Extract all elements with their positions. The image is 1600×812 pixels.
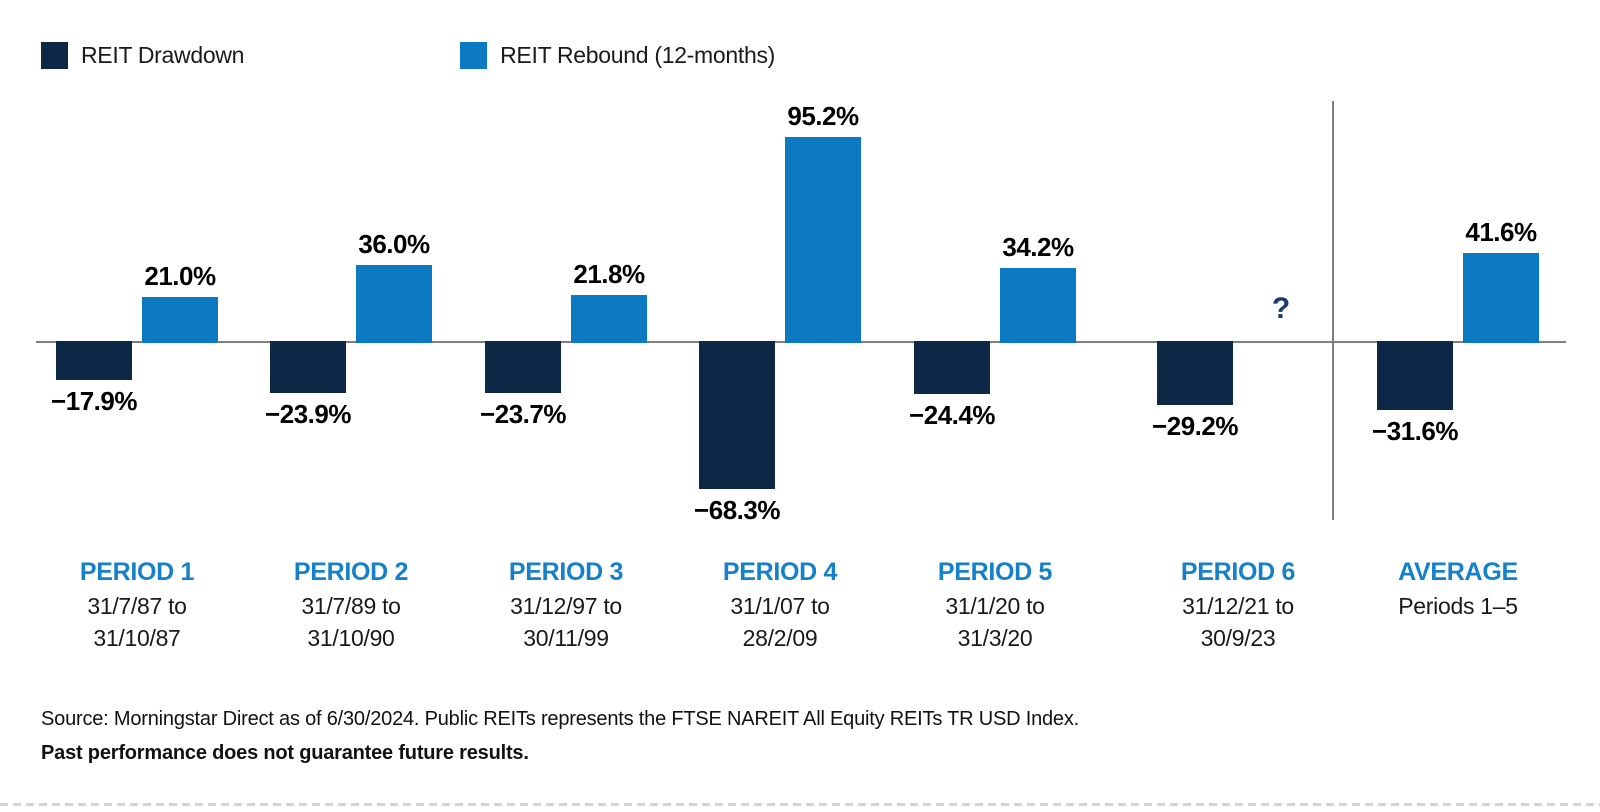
rebound-bar-period-1	[142, 297, 218, 343]
period-dates-period-3-line-1: 31/12/97 to	[510, 593, 622, 619]
drawdown-swatch-icon	[41, 42, 68, 69]
drawdown-bar-period-1	[56, 341, 132, 380]
period-dates-period-2-line-2: 31/10/90	[307, 625, 395, 651]
period-dates-period-1-line-2: 31/10/87	[93, 625, 181, 651]
period-dates-period-5-line-2: 31/3/20	[957, 625, 1033, 651]
legend-label-drawdown: REIT Drawdown	[81, 42, 245, 68]
period-title-period-1: PERIOD 1	[79, 558, 195, 586]
bottom-dashed-rule	[0, 803, 1600, 806]
drawdown-value-average: −31.6%	[1372, 416, 1458, 446]
period-dates-period-6-line-2: 30/9/23	[1200, 625, 1276, 651]
rebound-bar-average	[1463, 253, 1539, 343]
period-dates-period-6-line-1: 31/12/21 to	[1182, 593, 1294, 619]
rebound-value-period-2: 36.0%	[358, 229, 430, 259]
drawdown-bar-period-2	[270, 341, 346, 393]
drawdown-value-period-6: −29.2%	[1152, 411, 1238, 441]
drawdown-bar-period-4	[699, 341, 775, 489]
rebound-value-average: 41.6%	[1465, 217, 1537, 247]
rebound-value-period-1: 21.0%	[144, 261, 216, 291]
period-dates-period-3-line-2: 30/11/99	[523, 625, 609, 651]
period-label-average: AVERAGE Periods 1–5	[1328, 558, 1588, 622]
rebound-value-period-3: 21.8%	[573, 259, 645, 289]
drawdown-bar-period-5	[914, 341, 990, 394]
period-dates-period-4-line-1: 31/1/07 to	[730, 593, 830, 619]
disclaimer-note: Past performance does not guarantee futu…	[41, 742, 529, 764]
drawdown-value-period-5: −24.4%	[909, 400, 995, 430]
period-title-period-3: PERIOD 3	[508, 558, 624, 586]
period-dates-period-1-line-1: 31/7/87 to	[87, 593, 187, 619]
period-label-period-2: PERIOD 2 31/7/89 to 31/10/90	[221, 558, 481, 654]
average-section-divider	[1332, 101, 1334, 520]
source-note: Source: Morningstar Direct as of 6/30/20…	[41, 708, 1080, 730]
rebound-value-period-4: 95.2%	[787, 101, 859, 131]
rebound-bar-period-4	[785, 137, 861, 343]
drawdown-bar-period-6	[1157, 341, 1233, 405]
drawdown-bar-period-3	[485, 341, 561, 393]
period-title-period-2: PERIOD 2	[293, 558, 409, 586]
period-label-period-4: PERIOD 4 31/1/07 to 28/2/09	[650, 558, 910, 654]
period-title-period-5: PERIOD 5	[937, 558, 1053, 586]
period-label-period-6: PERIOD 6 31/12/21 to 30/9/23	[1108, 558, 1368, 654]
drawdown-value-period-1: −17.9%	[51, 386, 137, 416]
rebound-bar-period-2	[356, 265, 432, 343]
chart-footer: Source: Morningstar Direct as of 6/30/20…	[41, 708, 1079, 765]
legend-item-rebound: REIT Rebound (12-months)	[460, 42, 775, 69]
drawdown-value-period-2: −23.9%	[265, 399, 351, 429]
period-dates-period-4-line-2: 28/2/09	[742, 625, 818, 651]
legend-item-drawdown: REIT Drawdown	[41, 42, 244, 69]
period-dates-period-2-line-1: 31/7/89 to	[301, 593, 401, 619]
period-label-period-1: PERIOD 1 31/7/87 to 31/10/87	[7, 558, 267, 654]
drawdown-value-period-3: −23.7%	[480, 399, 566, 429]
period-title-period-4: PERIOD 4	[722, 558, 838, 586]
period-label-period-3: PERIOD 3 31/12/97 to 30/11/99	[436, 558, 696, 654]
drawdown-value-period-4: −68.3%	[694, 495, 780, 525]
period-title-period-6: PERIOD 6	[1180, 558, 1296, 586]
rebound-value-period-5: 34.2%	[1002, 232, 1074, 262]
period-dates-period-5-line-1: 31/1/20 to	[945, 593, 1045, 619]
period-title-average: AVERAGE	[1398, 558, 1518, 586]
legend-label-rebound: REIT Rebound (12-months)	[500, 42, 776, 68]
rebound-unknown-question-mark: ?	[1271, 292, 1291, 325]
rebound-swatch-icon	[460, 42, 488, 69]
rebound-bar-period-5	[1000, 268, 1076, 343]
period-label-period-5: PERIOD 5 31/1/20 to 31/3/20	[865, 558, 1125, 654]
period-dates-average-line-1: Periods 1–5	[1398, 593, 1518, 619]
chart-legend: REIT Drawdown REIT Rebound (12-months)	[41, 42, 775, 69]
rebound-bar-period-3	[571, 295, 647, 343]
drawdown-bar-average	[1377, 341, 1453, 410]
